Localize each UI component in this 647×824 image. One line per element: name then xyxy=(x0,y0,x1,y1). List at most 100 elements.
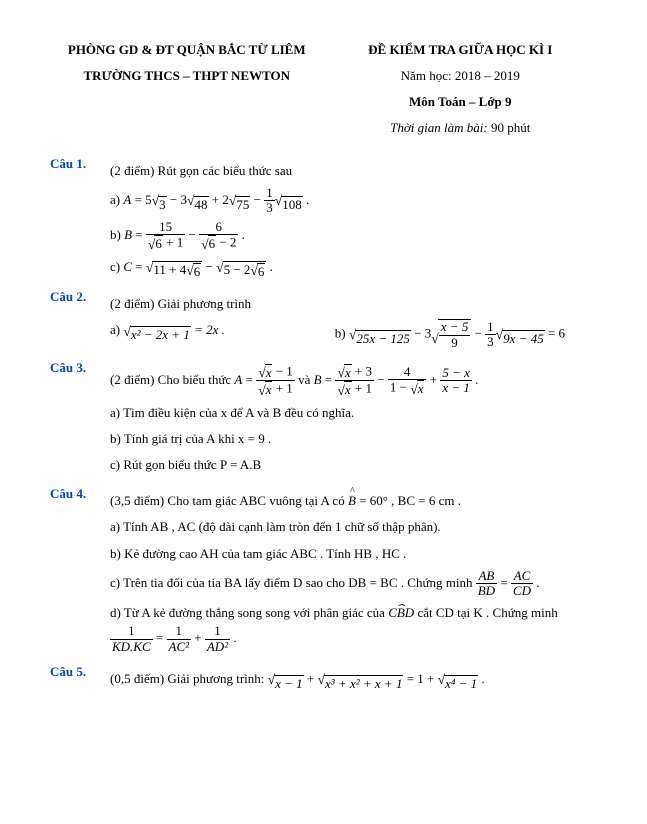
den: BD xyxy=(476,584,497,598)
sqrt-icon: x xyxy=(258,381,272,398)
q4d-pre: d) Từ A kẻ đường thẳng song song với phâ… xyxy=(110,605,388,620)
num: 6 xyxy=(199,220,238,235)
q2-a: a) x² − 2x + 1 = 2x . xyxy=(110,319,305,350)
q4-c: c) Trên tia đối của tia BA lấy điểm D sa… xyxy=(110,569,597,599)
q4d-end: . xyxy=(230,630,237,645)
txt: − 2 xyxy=(216,234,236,249)
sqrt-icon: 75 xyxy=(229,189,251,212)
t: + 1 xyxy=(352,381,372,396)
year-line: Năm học: 2018 – 2019 xyxy=(324,68,598,84)
fraction: 1AC² xyxy=(167,624,192,654)
r: x xyxy=(344,381,352,398)
sqrt-icon: 25x − 125 xyxy=(349,323,411,346)
q2b-m1: − 3 xyxy=(411,326,431,341)
q1-a: a) A = 53 − 348 + 275 − 13108 . xyxy=(110,186,597,216)
fraction: x − 59 xyxy=(439,320,471,350)
subject-line: Môn Toán – Lớp 9 xyxy=(324,94,598,110)
num: AB xyxy=(476,569,497,584)
school-line: TRƯỜNG THCS – THPT NEWTON xyxy=(50,68,324,84)
header-left: PHÒNG GD & ĐT QUẬN BẮC TỪ LIÊM TRƯỜNG TH… xyxy=(50,40,324,138)
question-4: Câu 4. (3,5 điểm) Cho tam giác ABC vuông… xyxy=(50,486,597,658)
q3-eq1: = xyxy=(242,372,256,387)
q1a-eq: = 5 xyxy=(131,192,151,207)
fraction: 156 + 1 xyxy=(146,220,185,252)
q1-prompt: (2 điểm) Rút gọn các biểu thức sau xyxy=(110,160,597,182)
num: x − 1 xyxy=(256,364,295,382)
sqrt-icon: x xyxy=(337,381,351,398)
sqrt-icon: 6 xyxy=(148,235,163,252)
q1a-end: . xyxy=(303,192,310,207)
q4-mid: = 60° , BC = 6 cm . xyxy=(356,493,461,508)
den: x + 1 xyxy=(256,381,295,398)
sqrt-icon: 6 xyxy=(201,235,216,252)
q1c-C: C xyxy=(123,259,132,274)
org-line: PHÒNG GD & ĐT QUẬN BẮC TỪ LIÊM xyxy=(50,42,324,58)
t: 1 − xyxy=(390,380,410,395)
q2b-eq: = 6 xyxy=(545,326,565,341)
den: 3 xyxy=(485,335,496,349)
fraction: 1KD.KC xyxy=(110,624,153,654)
rad: 6 xyxy=(154,235,163,252)
fraction: 41 − x xyxy=(388,365,427,397)
t: 11 + 4 xyxy=(153,262,186,277)
q4-d: d) Từ A kẻ đường thẳng song song với phâ… xyxy=(110,602,597,654)
duration-value: 90 phút xyxy=(491,120,530,135)
q1b-end: . xyxy=(238,227,245,242)
fraction: 13 xyxy=(264,186,275,216)
den: 3 xyxy=(264,201,275,215)
sqrt-icon: 108 xyxy=(275,189,303,212)
num: 1 xyxy=(264,186,275,201)
q4c-eq: = xyxy=(497,574,511,589)
q3-b: b) Tính giá trị của A khi x = 9 . xyxy=(110,428,597,450)
q3-m2: + xyxy=(426,372,440,387)
den: 9 xyxy=(439,336,471,350)
q2b-m2: − xyxy=(471,326,485,341)
q3-and: và xyxy=(295,372,314,387)
q2b-r1: 25x − 125 xyxy=(355,330,411,347)
q2a-rad: x² − 2x + 1 xyxy=(130,326,191,343)
t: + 3 xyxy=(352,363,372,378)
txt: + 1 xyxy=(163,234,183,249)
question-1: Câu 1. (2 điểm) Rút gọn các biểu thức sa… xyxy=(50,156,597,283)
sqrt-icon: 11 + 46 xyxy=(146,256,202,279)
sqrt-icon: x⁴ − 1 xyxy=(438,668,479,691)
q5-eq: = 1 + xyxy=(403,671,437,686)
q1c-eq: = xyxy=(132,259,146,274)
rb: x − 59 xyxy=(438,319,472,350)
q2-body: (2 điểm) Giải phương trình a) x² − 2x + … xyxy=(110,289,597,354)
q1c-pre: c) xyxy=(110,259,123,274)
num: 5 − x xyxy=(440,366,472,381)
q1-c: c) C = 11 + 46 − 5 − 26 . xyxy=(110,256,597,280)
q5-r1: x − 1 xyxy=(274,675,304,692)
q4-label: Câu 4. xyxy=(50,486,110,658)
sqrt-icon: x − 59 xyxy=(431,319,471,350)
den: CD xyxy=(511,584,533,598)
num: 15 xyxy=(146,220,185,235)
den: x + 1 xyxy=(335,381,374,398)
q5-r3: x⁴ − 1 xyxy=(444,675,478,692)
num: 1 xyxy=(485,320,496,335)
question-5: Câu 5. (0,5 điểm) Giải phương trình: x −… xyxy=(50,664,597,696)
num: x + 3 xyxy=(335,364,374,382)
den: 6 − 2 xyxy=(199,235,238,252)
q3-body: (2 điểm) Cho biểu thức A = x − 1x + 1 và… xyxy=(110,360,597,480)
year-label: Năm học: xyxy=(401,68,455,83)
q3-eq2: = xyxy=(322,372,336,387)
q1a-pre: a) xyxy=(110,192,123,207)
q4d-plus: + xyxy=(191,630,205,645)
sqrt-icon: x³ + x² + x + 1 xyxy=(318,668,404,691)
q3-a: a) Tìm điều kiện của x để A và B đều có … xyxy=(110,402,597,424)
fraction: ABBD xyxy=(476,569,497,599)
sqrt-icon: 3 xyxy=(152,189,167,212)
q3-m1: − xyxy=(374,372,388,387)
q1a-m2: + 2 xyxy=(209,192,229,207)
q5-prompt: (0,5 điểm) Giải phương trình: x − 1 + x³… xyxy=(110,668,597,692)
q4-a: a) Tính AB , AC (độ dài cạnh làm tròn đế… xyxy=(110,516,597,538)
fraction: 1AD² xyxy=(205,624,230,654)
num: 1 xyxy=(110,624,153,639)
rb: 5 − 26 xyxy=(223,261,267,279)
den: AC² xyxy=(167,640,192,654)
q1b-eq: = xyxy=(132,227,146,242)
sqrt-icon: x xyxy=(337,364,351,381)
question-2: Câu 2. (2 điểm) Giải phương trình a) x² … xyxy=(50,289,597,354)
